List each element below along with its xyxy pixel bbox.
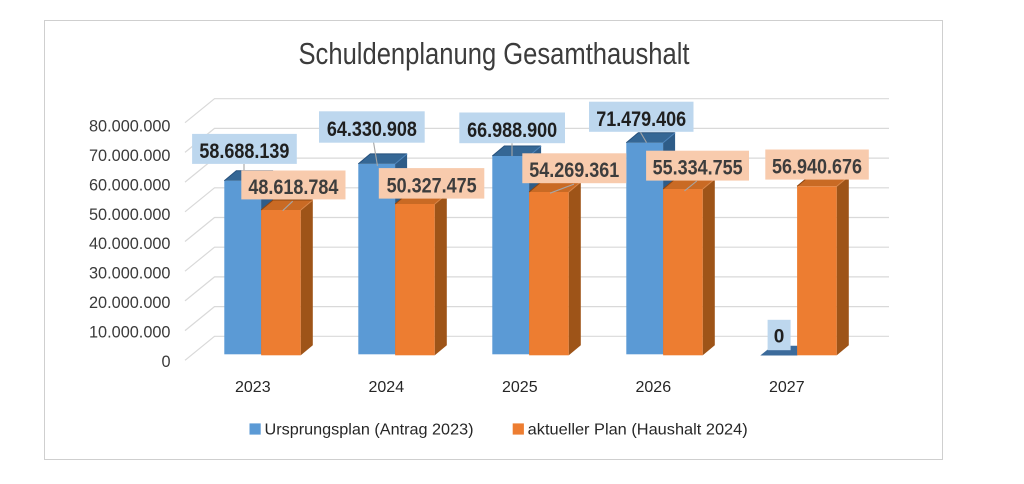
- svg-text:50.000.000: 50.000.000: [89, 206, 171, 224]
- svg-text:2023: 2023: [235, 379, 271, 396]
- svg-text:55.334.755: 55.334.755: [653, 157, 743, 180]
- svg-text:56.940.676: 56.940.676: [772, 156, 862, 179]
- svg-text:Ursprungsplan (Antrag 2023): Ursprungsplan (Antrag 2023): [265, 422, 474, 439]
- svg-text:54.269.361: 54.269.361: [529, 159, 619, 182]
- svg-text:10.000.000: 10.000.000: [89, 323, 171, 341]
- svg-text:2024: 2024: [369, 379, 405, 396]
- svg-text:58.688.139: 58.688.139: [199, 140, 289, 163]
- svg-text:20.000.000: 20.000.000: [89, 294, 171, 312]
- svg-text:80.000.000: 80.000.000: [89, 118, 171, 136]
- svg-text:64.330.908: 64.330.908: [327, 118, 417, 141]
- svg-text:0: 0: [161, 353, 170, 371]
- svg-text:aktueller Plan (Haushalt 2024): aktueller Plan (Haushalt 2024): [528, 422, 748, 439]
- svg-text:2026: 2026: [636, 379, 672, 396]
- svg-text:40.000.000: 40.000.000: [89, 235, 171, 253]
- svg-text:2025: 2025: [502, 379, 538, 396]
- svg-text:0: 0: [774, 327, 785, 348]
- svg-text:71.479.406: 71.479.406: [596, 108, 686, 131]
- svg-text:50.327.475: 50.327.475: [387, 174, 477, 197]
- svg-text:70.000.000: 70.000.000: [89, 147, 171, 165]
- svg-text:48.618.784: 48.618.784: [248, 176, 338, 199]
- svg-text:60.000.000: 60.000.000: [89, 176, 171, 194]
- svg-text:30.000.000: 30.000.000: [89, 265, 171, 283]
- svg-text:2027: 2027: [769, 379, 805, 396]
- svg-text:66.988.900: 66.988.900: [467, 119, 557, 142]
- svg-text:Schuldenplanung Gesamthaushalt: Schuldenplanung Gesamthaushalt: [299, 36, 690, 71]
